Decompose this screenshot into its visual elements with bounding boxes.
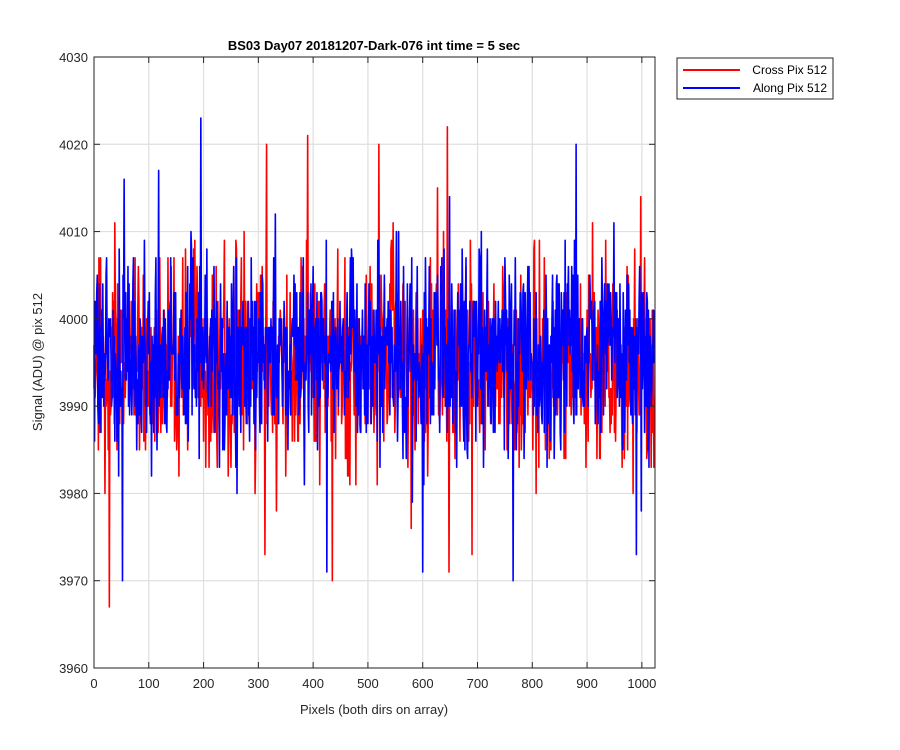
x-tick-label: 300: [248, 676, 270, 691]
x-tick-label: 600: [412, 676, 434, 691]
x-tick-label: 1000: [627, 676, 656, 691]
legend-box: [676, 57, 834, 100]
x-tick-label: 800: [521, 676, 543, 691]
x-tick-label: 100: [138, 676, 160, 691]
x-tick-label: 500: [357, 676, 379, 691]
y-tick-labels: 3960 3970 3980 3990 4000 4010 4020 4030: [59, 50, 88, 676]
y-tick-label: 4010: [59, 225, 88, 240]
y-tick-label: 3980: [59, 486, 88, 501]
series-line-along-pix-512: [93, 117, 656, 582]
y-tick-label: 4000: [59, 312, 88, 327]
y-tick-label: 3960: [59, 661, 88, 676]
y-axis-label: Signal (ADU) @ pix 512: [30, 293, 45, 431]
series-layer: [93, 117, 656, 608]
x-tick-labels: 0 100 200 300 400 500 600 700 800 900 1000: [90, 676, 656, 691]
x-tick-label: 0: [90, 676, 97, 691]
x-tick-label: 900: [576, 676, 598, 691]
x-tick-label: 400: [302, 676, 324, 691]
legend-label-cross: Cross Pix 512: [752, 63, 827, 77]
legend: Cross Pix 512 Along Pix 512: [676, 57, 834, 100]
y-tick-label: 3970: [59, 574, 88, 589]
x-tick-label: 700: [467, 676, 489, 691]
chart-title: BS03 Day07 20181207-Dark-076 int time = …: [228, 38, 520, 53]
plot-frame: [93, 56, 656, 669]
x-axis-label: Pixels (both dirs on array): [300, 702, 448, 717]
tick-marks: [93, 56, 655, 669]
legend-label-along: Along Pix 512: [753, 81, 827, 95]
y-tick-label: 4030: [59, 50, 88, 65]
x-tick-label: 200: [193, 676, 215, 691]
y-tick-label: 4020: [59, 137, 88, 152]
y-tick-label: 3990: [59, 399, 88, 414]
